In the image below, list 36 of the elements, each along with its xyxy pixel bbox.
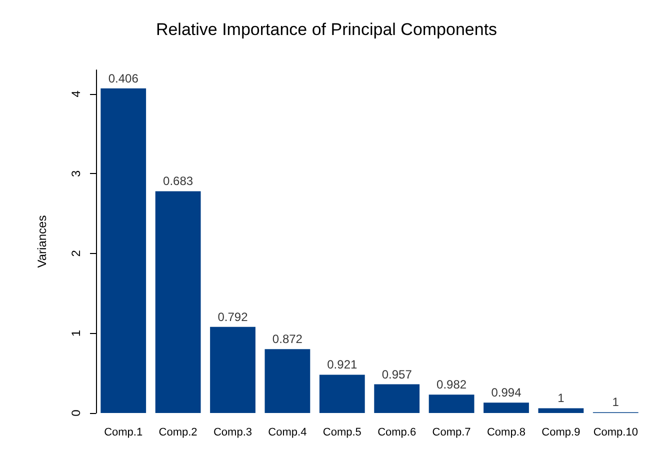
annotation: 0.982	[436, 378, 467, 392]
annotation: 0.683	[163, 174, 194, 188]
annotation: 0.994	[491, 386, 522, 400]
annotation: 0.957	[382, 367, 412, 382]
bar	[155, 191, 201, 413]
x-tick-label: Comp.8	[486, 426, 526, 438]
bar	[100, 88, 146, 413]
x-tick-label: Comp.3	[213, 426, 252, 438]
bar	[264, 349, 310, 413]
y-tick-label: 3	[69, 170, 83, 178]
bar	[484, 402, 529, 413]
x-tick-label: Comp.2	[158, 426, 198, 438]
annotation: 0.792	[218, 310, 248, 324]
x-tick-label: Comp.6	[378, 426, 416, 438]
annotation: 1	[558, 391, 565, 406]
annotation: 1	[612, 395, 620, 410]
y-tick-label: 2	[69, 250, 83, 257]
x-tick-label: Comp.7	[432, 426, 471, 438]
bar	[374, 384, 420, 413]
y-tick-label: 0	[69, 409, 83, 416]
x-tick-label: Comp.1	[104, 426, 143, 438]
x-tick-label: Comp.5	[322, 426, 362, 438]
annotation: 0.872	[272, 332, 303, 346]
y-tick-label: 4	[69, 90, 83, 98]
y-axis-title: Variances	[35, 215, 49, 268]
x-tick-label: Comp.10	[593, 426, 638, 438]
bar	[428, 394, 474, 413]
x-tick-label: Comp.9	[542, 426, 580, 438]
x-tick-label: Comp.4	[268, 426, 307, 438]
annotation: 0.406	[108, 71, 139, 86]
y-tick-label: 1	[69, 330, 83, 337]
bar	[538, 408, 584, 413]
chart-title: Relative Importance of Principal Components	[156, 20, 498, 39]
bar	[210, 326, 256, 413]
bar	[319, 374, 365, 413]
annotation: 0.921	[327, 358, 358, 372]
